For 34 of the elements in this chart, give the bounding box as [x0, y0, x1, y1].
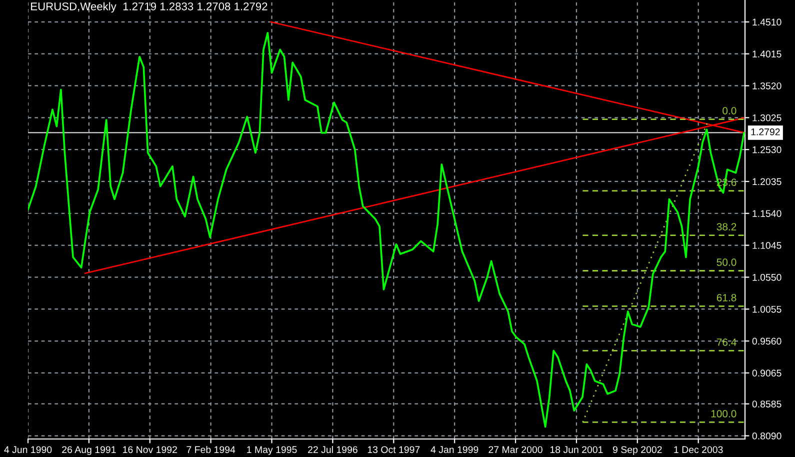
- y-tick-label: 1.4015: [752, 50, 782, 58]
- series-label: 76.4: [716, 338, 736, 346]
- x-tick-label: 7 Feb 1994: [186, 446, 236, 454]
- series-label: 61.8: [716, 294, 736, 302]
- y-tick-label: 1.2530: [752, 146, 782, 154]
- y-tick-label: 0.9065: [752, 370, 782, 377]
- y-tick-label: 1.0055: [752, 306, 782, 313]
- y-tick-label: 1.4510: [752, 18, 782, 26]
- y-tick-label: 0.8090: [752, 432, 782, 440]
- x-tick-label: 1 Dec 2003: [674, 446, 723, 454]
- series-label: 38.2: [716, 223, 736, 230]
- y-tick-label: 1.3025: [752, 114, 782, 122]
- y-tick-label: 1.0550: [752, 274, 782, 281]
- x-tick-label: 4 Jan 1999: [430, 446, 478, 454]
- x-tick-label: 18 Jun 2001: [550, 446, 603, 454]
- x-tick-label: 26 Aug 1991: [62, 446, 116, 456]
- y-tick-label: 1.2035: [752, 178, 782, 186]
- ref-line-label: 1.2792: [751, 128, 780, 136]
- x-tick-label: 27 Mar 2000: [488, 446, 542, 454]
- x-tick-label: 9 Sep 2002: [612, 446, 662, 456]
- x-tick-label: 22 Jul 1996: [308, 446, 358, 454]
- y-tick-label: 0.9560: [752, 338, 782, 345]
- series-label: 100.0: [711, 410, 736, 418]
- y-tick-label: 1.3520: [752, 82, 782, 90]
- y-tick-label: 1.1540: [752, 210, 782, 217]
- chart-title: EURUSD,Weekly 1.2719 1.2833 1.2708 1.2792: [31, 2, 268, 13]
- y-tick-label: 1.1045: [752, 242, 782, 249]
- x-tick-label: 13 Oct 1997: [368, 446, 420, 454]
- x-tick-label: 4 Jun 1990: [4, 446, 52, 454]
- series-label: 50.0: [716, 258, 736, 266]
- y-tick-label: 0.8585: [752, 400, 782, 408]
- series-label: 0.0: [722, 107, 736, 114]
- x-tick-label: 16 Nov 1992: [123, 446, 177, 454]
- x-tick-label: 1 May 1995: [247, 446, 297, 456]
